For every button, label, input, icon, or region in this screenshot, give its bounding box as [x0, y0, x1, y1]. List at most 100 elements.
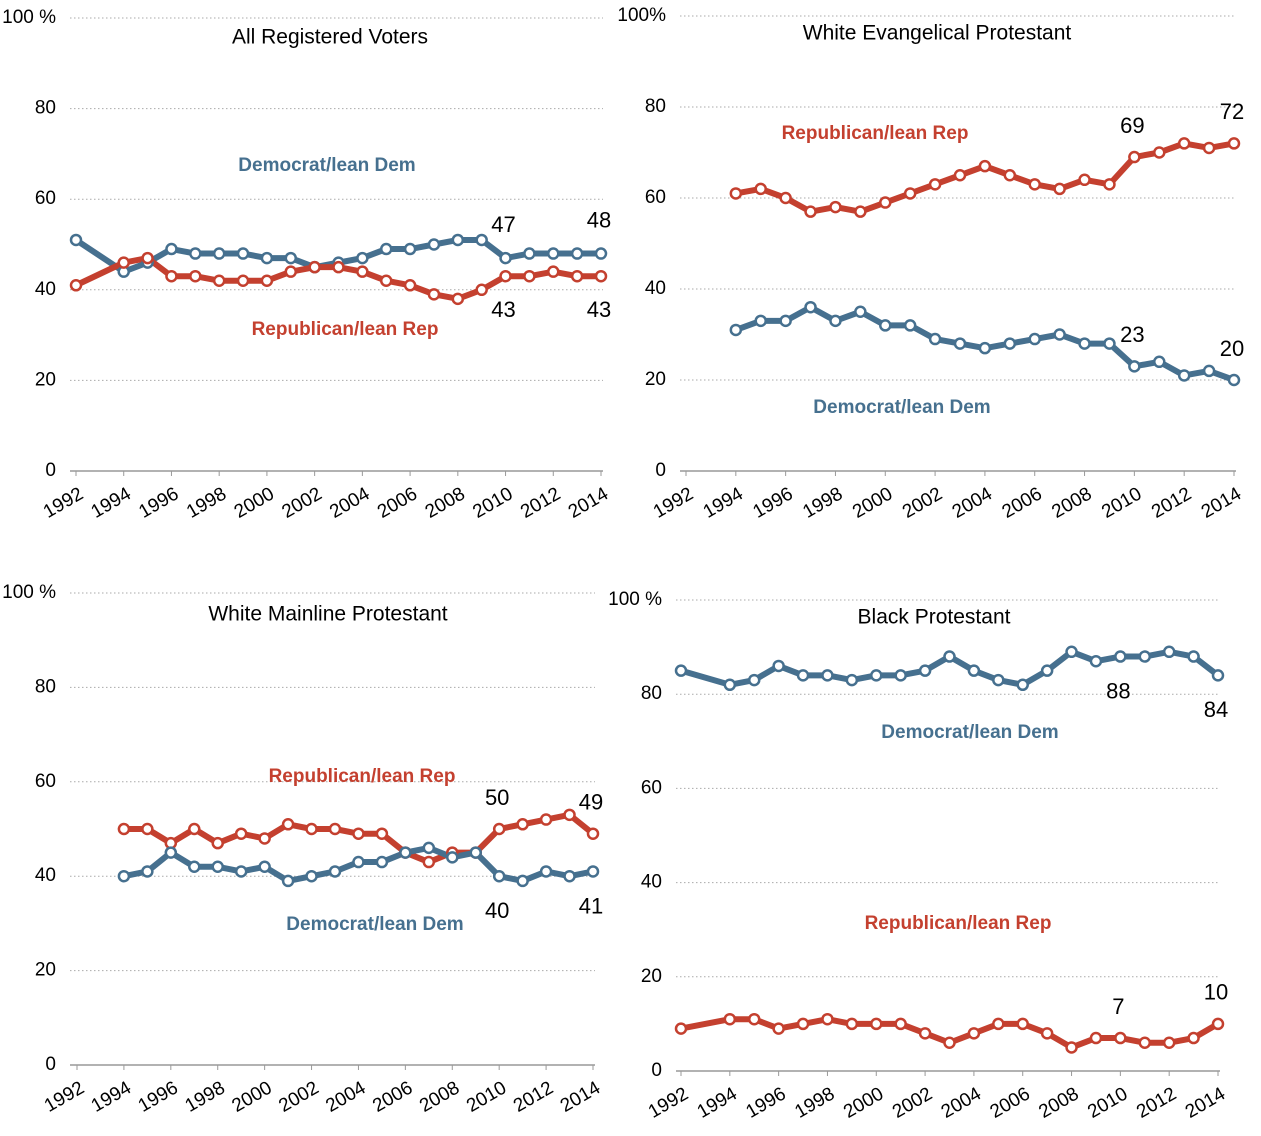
point-marker: [723, 678, 737, 692]
y-tick-label: 0: [655, 460, 666, 481]
point-marker: [1089, 654, 1103, 668]
point-marker: [1103, 178, 1116, 191]
value-label: 43: [491, 297, 515, 322]
point-marker: [1202, 141, 1216, 155]
x-tick-label: 1996: [750, 483, 797, 522]
point-marker: [258, 860, 271, 874]
point-marker: [523, 269, 536, 283]
point-marker: [469, 846, 482, 859]
point-marker: [492, 822, 506, 836]
point-marker: [586, 827, 600, 840]
y-tick-label: 60: [35, 188, 56, 209]
point-marker: [796, 1017, 810, 1031]
point-marker: [547, 265, 560, 278]
point-marker: [212, 247, 226, 260]
point-marker: [829, 200, 842, 214]
point-marker: [978, 341, 992, 355]
x-tick-label: 2004: [326, 483, 373, 523]
point-marker: [903, 319, 917, 332]
point-marker: [328, 822, 342, 836]
point-marker: [117, 869, 131, 883]
point-marker: [747, 673, 761, 687]
point-marker: [967, 1027, 981, 1040]
x-tick-label: 1992: [645, 1083, 692, 1122]
point-marker: [1053, 328, 1066, 341]
point-marker: [729, 323, 743, 337]
x-tick-label: 1998: [182, 1077, 229, 1116]
point-marker: [845, 673, 859, 687]
point-marker: [69, 279, 83, 292]
point-marker: [1187, 650, 1200, 663]
point-marker: [854, 205, 867, 218]
point-marker: [499, 269, 512, 283]
point-marker: [903, 187, 917, 200]
y-tick-label: 100 %: [2, 582, 56, 603]
x-tick-label: 2008: [416, 1077, 463, 1116]
value-label: 40: [485, 898, 509, 923]
x-tick-label: 2006: [999, 483, 1046, 522]
y-tick-label: 40: [641, 872, 662, 893]
point-marker: [894, 669, 907, 682]
value-label: 50: [485, 785, 509, 810]
point-marker: [1040, 1027, 1054, 1040]
point-marker: [967, 664, 981, 677]
point-marker: [165, 242, 178, 256]
point-marker: [870, 1017, 883, 1031]
point-marker: [547, 247, 560, 260]
point-marker: [516, 874, 529, 888]
point-marker: [563, 869, 576, 883]
x-tick-label: 1992: [41, 1077, 88, 1116]
x-tick-label: 1992: [40, 483, 87, 522]
point-marker: [403, 242, 417, 256]
point-marker: [141, 865, 154, 878]
x-tick-label: 2006: [374, 483, 421, 522]
value-label: 7: [1112, 994, 1124, 1019]
value-label: 69: [1120, 113, 1144, 138]
point-marker: [117, 822, 131, 836]
point-marker: [451, 292, 465, 306]
point-marker: [796, 669, 810, 682]
x-tick-label: 1998: [791, 1083, 838, 1122]
y-tick-label: 40: [645, 278, 666, 299]
x-tick-label: 2010: [1098, 483, 1145, 522]
point-marker: [1202, 364, 1216, 378]
point-marker: [1138, 1036, 1152, 1049]
x-tick-label: 2008: [1048, 483, 1095, 522]
x-tick-label: 2002: [889, 1083, 936, 1122]
y-tick-label: 0: [45, 460, 56, 481]
series-label: Republican/lean Rep: [782, 123, 969, 144]
point-marker: [953, 169, 967, 182]
y-tick-label: 60: [645, 187, 666, 208]
x-tick-label: 2014: [557, 1077, 604, 1117]
point-marker: [356, 265, 369, 278]
point-marker: [854, 305, 867, 318]
point-marker: [1153, 355, 1166, 369]
panel-title: White Evangelical Protestant: [803, 22, 1072, 45]
point-marker: [594, 247, 608, 260]
y-tick-label: 80: [645, 96, 666, 117]
point-marker: [1211, 1017, 1225, 1031]
point-marker: [188, 860, 201, 874]
y-tick-label: 80: [641, 683, 662, 704]
y-tick-label: 60: [641, 777, 662, 798]
x-tick-label: 2000: [231, 483, 278, 522]
point-marker: [446, 851, 459, 864]
point-marker: [754, 314, 767, 328]
x-tick-label: 1994: [700, 483, 747, 523]
x-tick-label: 2000: [849, 483, 896, 522]
x-tick-label: 2002: [899, 483, 946, 522]
y-tick-label: 100 %: [608, 589, 662, 610]
point-marker: [1016, 1017, 1029, 1031]
point-marker: [747, 1012, 761, 1026]
x-tick-label: 1996: [743, 1083, 790, 1122]
point-marker: [772, 1022, 785, 1035]
point-marker: [1016, 678, 1029, 692]
x-tick-label: 2006: [369, 1077, 416, 1116]
point-marker: [308, 260, 321, 274]
point-marker: [586, 865, 600, 878]
point-marker: [211, 860, 224, 874]
point-marker: [1187, 1031, 1200, 1045]
point-marker: [379, 274, 393, 287]
x-tick-label: 1994: [88, 483, 135, 523]
value-label: 48: [587, 207, 611, 232]
